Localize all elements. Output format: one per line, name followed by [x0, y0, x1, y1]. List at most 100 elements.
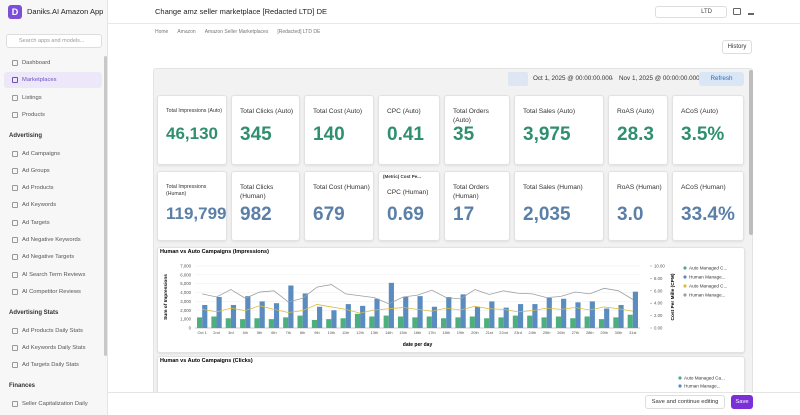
nav-item[interactable]: AI Search Term Reviews	[4, 267, 102, 283]
app-name: Daniks.AI Amazon App	[27, 7, 104, 16]
kpi-card: Total Sales (Auto) 3,975	[514, 95, 604, 165]
x-tick-label: 4th	[243, 330, 248, 335]
refresh-button[interactable]: Refresh	[699, 72, 744, 86]
bar	[589, 301, 595, 328]
bar	[474, 306, 481, 328]
footer-bar	[108, 392, 800, 415]
x-tick-label: 2nd	[213, 330, 220, 335]
nav-icon	[12, 219, 18, 226]
kpi-card: ACoS (Human) 33.4%	[672, 171, 744, 241]
bar	[345, 304, 351, 328]
kpi-card: CPC (Auto) 0.41	[378, 95, 440, 165]
bar	[618, 304, 624, 328]
x-tick-label: 28th	[586, 330, 594, 335]
kpi-label: Total Orders (Auto)	[453, 108, 489, 124]
bar	[632, 291, 638, 328]
kpi-label: Total Orders (Human)	[453, 184, 489, 200]
kpi-card: Total Orders (Auto) 35	[444, 95, 510, 165]
legend-label: Human Manage...	[684, 384, 721, 389]
bar	[388, 282, 394, 328]
search-input[interactable]: Search apps and models...	[6, 34, 102, 48]
nav-item[interactable]: Ad Targets Daily Stats	[4, 357, 102, 373]
nav-item[interactable]: Products	[4, 107, 102, 123]
nav-item[interactable]: Ad Keywords	[4, 197, 102, 213]
nav-item[interactable]: AI Competitor Reviews	[4, 284, 102, 300]
nav-item[interactable]: Listings	[4, 90, 102, 106]
calendar-button[interactable]	[508, 72, 528, 86]
date-end[interactable]: Nov 1, 2025 @ 00:00:00.000	[619, 75, 700, 82]
y-axis-title: Sum of Impressions	[163, 274, 169, 320]
line	[202, 304, 633, 314]
save-continue-button[interactable]: Save and continue editing	[645, 395, 725, 409]
bar	[397, 316, 404, 328]
bar	[498, 317, 504, 328]
x-tick-label: 27th	[572, 330, 580, 335]
bar	[598, 319, 605, 328]
bar	[426, 316, 432, 328]
account-selector[interactable]: LTD	[655, 6, 727, 18]
x-tick-label: 22nd	[499, 330, 508, 335]
kpi-value: 140	[313, 124, 345, 145]
save-button[interactable]: Save	[731, 395, 753, 409]
page-title: Change amz seller marketplace [Redacted …	[155, 7, 328, 16]
sidebar	[0, 0, 108, 415]
breadcrumb[interactable]: [Redacted] LTD DE	[277, 29, 321, 35]
bar	[512, 315, 518, 328]
bar	[259, 301, 265, 328]
chart-title: Human vs Auto Campaigns (Impressions)	[160, 249, 269, 255]
x-tick-label: 17th	[428, 330, 436, 335]
nav-item[interactable]: Ad Keywords Daily Stats	[4, 340, 102, 356]
nav-item[interactable]: Ad Products	[4, 180, 102, 196]
bar	[446, 297, 452, 328]
bar	[254, 318, 260, 328]
breadcrumb[interactable]: Home	[155, 29, 169, 35]
bar	[403, 297, 409, 328]
bar	[431, 306, 438, 328]
y-tick-label: 0	[189, 326, 192, 331]
user-icon[interactable]	[748, 7, 754, 15]
x-tick-label: 14th	[385, 330, 393, 335]
kpi-label: Total Cost (Auto)	[313, 108, 363, 115]
nav-item[interactable]: Ad Negative Targets	[4, 249, 102, 265]
breadcrumb[interactable]: Amazon Seller Marketplaces	[204, 29, 269, 35]
nav-item[interactable]: Ad Targets	[4, 215, 102, 231]
nav-item[interactable]: Ad Negative Keywords	[4, 232, 102, 248]
top-icon[interactable]	[733, 8, 741, 15]
bar	[570, 318, 576, 328]
kpi-label: Total Sales (Human)	[523, 184, 583, 191]
kpi-card: RoAS (Human) 3.0	[608, 171, 668, 241]
nav-item[interactable]: Seller Capitalization Daily	[4, 396, 102, 412]
kpi-value: 33.4%	[681, 204, 735, 225]
nav-item[interactable]: Marketplaces	[4, 72, 102, 89]
nav-item[interactable]: Ad Campaigns	[4, 146, 102, 162]
nav-icon	[12, 254, 18, 261]
bar	[288, 285, 294, 328]
kpi-card: (Metric) Cost Pe... CPC (Human) 0.69	[378, 171, 440, 241]
kpi-label: RoAS (Auto)	[617, 108, 655, 115]
kpi-card: Total Sales (Human) 2,035	[514, 171, 604, 241]
bar	[331, 310, 337, 328]
bar	[627, 314, 633, 328]
legend-label: Auto Managed Ca...	[684, 376, 725, 381]
x-tick-label: 5th	[257, 330, 262, 335]
nav-icon	[12, 288, 18, 295]
bar	[455, 317, 461, 328]
x-tick-label: 16th	[414, 330, 422, 335]
breadcrumb[interactable]: Amazon	[177, 29, 196, 35]
nav-item[interactable]: Dashboard	[4, 55, 102, 71]
kpi-label: Total Clicks (Human)	[240, 184, 274, 200]
bar	[503, 307, 509, 328]
history-button[interactable]: History	[722, 40, 752, 54]
bar	[302, 293, 308, 328]
bar	[417, 296, 423, 328]
legend-marker	[683, 275, 687, 279]
kpi-value: 119,799	[166, 204, 227, 223]
kpi-label: Total Impressions (Human)	[166, 184, 207, 198]
date-start[interactable]: Oct 1, 2025 @ 00:00:00.000	[533, 75, 613, 82]
nav-item[interactable]: Ad Products Daily Stats	[4, 323, 102, 339]
x-tick-label: 25th	[543, 330, 551, 335]
nav-icon	[12, 237, 18, 243]
kpi-label: Total Clicks (Auto)	[240, 108, 294, 115]
nav-item[interactable]: Ad Groups	[4, 163, 102, 179]
